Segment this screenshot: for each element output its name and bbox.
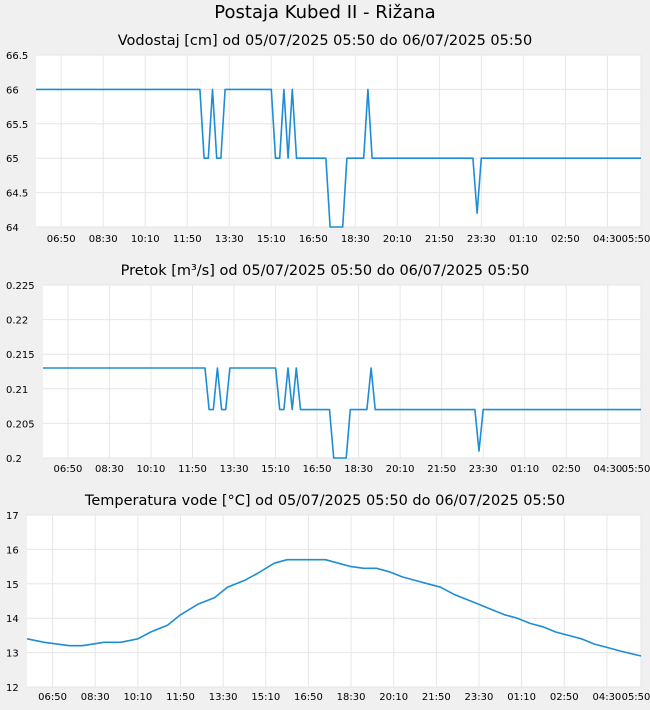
x-tick-label: 05:50 <box>622 692 650 703</box>
chart-title: Vodostaj [cm] od 05/07/2025 05:50 do 06/… <box>118 33 532 49</box>
x-tick-label: 08:30 <box>95 464 124 475</box>
y-tick-label: 0.2 <box>6 454 22 465</box>
chart-title: Temperatura vode [°C] od 05/07/2025 05:5… <box>84 493 565 509</box>
y-tick-label: 0.22 <box>6 316 28 327</box>
x-tick-label: 23:30 <box>469 464 498 475</box>
plot-area <box>43 285 641 458</box>
chart-water-level: Vodostaj [cm] od 05/07/2025 05:50 do 06/… <box>6 33 650 245</box>
y-tick-label: 17 <box>6 511 19 522</box>
chart-title: Pretok [m³/s] od 05/07/2025 05:50 do 06/… <box>121 263 530 279</box>
x-tick-label: 13:30 <box>215 234 244 245</box>
x-tick-label: 20:10 <box>383 234 412 245</box>
x-tick-label: 01:10 <box>507 692 536 703</box>
y-tick-label: 13 <box>6 649 19 660</box>
x-tick-label: 23:30 <box>467 234 496 245</box>
x-tick-label: 06:50 <box>47 234 76 245</box>
x-tick-label: 04:30 <box>592 692 621 703</box>
x-tick-label: 21:50 <box>425 234 454 245</box>
y-tick-label: 64.5 <box>6 189 28 200</box>
x-tick-label: 15:10 <box>251 692 280 703</box>
x-tick-label: 01:10 <box>510 464 539 475</box>
x-tick-label: 16:50 <box>294 692 323 703</box>
series-line <box>43 367 641 459</box>
y-tick-label: 65.5 <box>6 120 28 131</box>
series-line <box>36 88 641 228</box>
x-tick-label: 16:50 <box>299 234 328 245</box>
x-tick-label: 13:30 <box>209 692 238 703</box>
y-tick-label: 66.5 <box>6 51 28 62</box>
x-tick-label: 08:30 <box>81 692 110 703</box>
x-tick-label: 18:30 <box>344 464 373 475</box>
y-tick-label: 14 <box>6 614 19 625</box>
x-tick-label: 02:50 <box>552 464 581 475</box>
x-tick-label: 04:30 <box>593 464 622 475</box>
x-tick-label: 06:50 <box>38 692 67 703</box>
x-tick-label: 11:50 <box>178 464 207 475</box>
x-tick-label: 05:50 <box>622 464 650 475</box>
x-tick-label: 08:30 <box>89 234 118 245</box>
y-tick-label: 12 <box>6 683 19 694</box>
x-tick-label: 16:50 <box>303 464 332 475</box>
y-tick-label: 65 <box>6 154 19 165</box>
y-tick-label: 15 <box>6 580 19 591</box>
chart-water-temperature: Temperatura vode [°C] od 05/07/2025 05:5… <box>6 493 650 703</box>
x-tick-label: 10:10 <box>131 234 160 245</box>
page-title: Postaja Kubed II - Rižana <box>214 2 436 23</box>
y-tick-label: 0.215 <box>6 350 35 361</box>
x-tick-label: 01:10 <box>509 234 538 245</box>
y-tick-label: 0.225 <box>6 281 35 292</box>
series-line <box>26 558 642 657</box>
x-tick-label: 04:30 <box>593 234 622 245</box>
x-tick-label: 20:10 <box>379 692 408 703</box>
x-tick-label: 15:10 <box>257 234 286 245</box>
plot-area <box>27 515 641 687</box>
plot-area <box>36 55 641 227</box>
y-tick-label: 0.205 <box>6 419 35 430</box>
x-tick-label: 21:50 <box>422 692 451 703</box>
x-tick-label: 05:50 <box>622 234 650 245</box>
x-tick-label: 02:50 <box>551 234 580 245</box>
x-tick-label: 10:10 <box>123 692 152 703</box>
y-tick-label: 0.21 <box>6 385 28 396</box>
x-tick-label: 15:10 <box>261 464 290 475</box>
x-tick-label: 18:30 <box>341 234 370 245</box>
y-tick-label: 66 <box>6 85 19 96</box>
x-tick-label: 06:50 <box>54 464 83 475</box>
x-tick-label: 18:30 <box>337 692 366 703</box>
x-tick-label: 20:10 <box>386 464 415 475</box>
x-tick-label: 23:30 <box>465 692 494 703</box>
x-tick-label: 02:50 <box>550 692 579 703</box>
chart-discharge: Pretok [m³/s] od 05/07/2025 05:50 do 06/… <box>6 263 650 475</box>
x-tick-label: 11:50 <box>173 234 202 245</box>
y-tick-label: 64 <box>6 223 19 234</box>
x-tick-label: 13:30 <box>220 464 249 475</box>
x-tick-label: 21:50 <box>427 464 456 475</box>
y-tick-label: 16 <box>6 545 19 556</box>
x-tick-label: 10:10 <box>137 464 166 475</box>
x-tick-label: 11:50 <box>166 692 195 703</box>
